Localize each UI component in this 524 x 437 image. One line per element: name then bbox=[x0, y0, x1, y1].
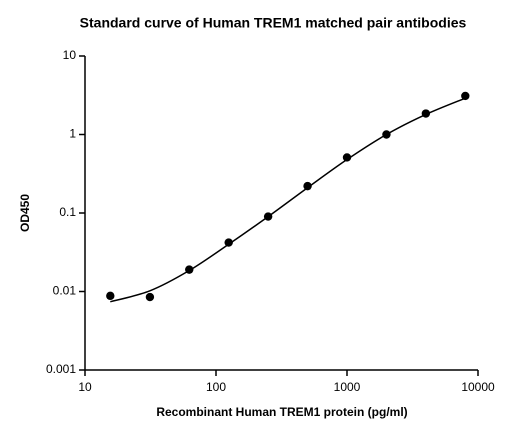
y-tick-label: 0.001 bbox=[46, 362, 76, 376]
x-tick-label: 100 bbox=[206, 380, 226, 394]
fit-curve bbox=[110, 97, 466, 303]
data-point bbox=[185, 265, 194, 274]
data-point bbox=[303, 181, 312, 191]
x-tick-label: 10000 bbox=[461, 380, 495, 394]
data-point bbox=[106, 291, 115, 301]
x-axis-label: Recombinant Human TREM1 protein (pg/ml) bbox=[156, 405, 407, 419]
data-point bbox=[461, 91, 470, 101]
data-point bbox=[263, 212, 273, 221]
y-tick-label: 1 bbox=[69, 127, 76, 141]
data-point bbox=[382, 130, 391, 139]
data-point bbox=[342, 153, 352, 162]
x-tick-label: 10 bbox=[78, 380, 92, 394]
data-point bbox=[224, 238, 233, 247]
y-tick-label: 0.1 bbox=[59, 205, 76, 219]
y-axis-label: OD450 bbox=[18, 194, 32, 232]
data-point bbox=[421, 109, 431, 118]
data-point bbox=[145, 292, 155, 302]
x-tick-label: 1000 bbox=[334, 380, 361, 394]
y-tick-label: 10 bbox=[63, 48, 77, 62]
y-tick-label: 0.01 bbox=[53, 284, 77, 298]
chart-title: Standard curve of Human TREM1 matched pa… bbox=[80, 15, 467, 31]
